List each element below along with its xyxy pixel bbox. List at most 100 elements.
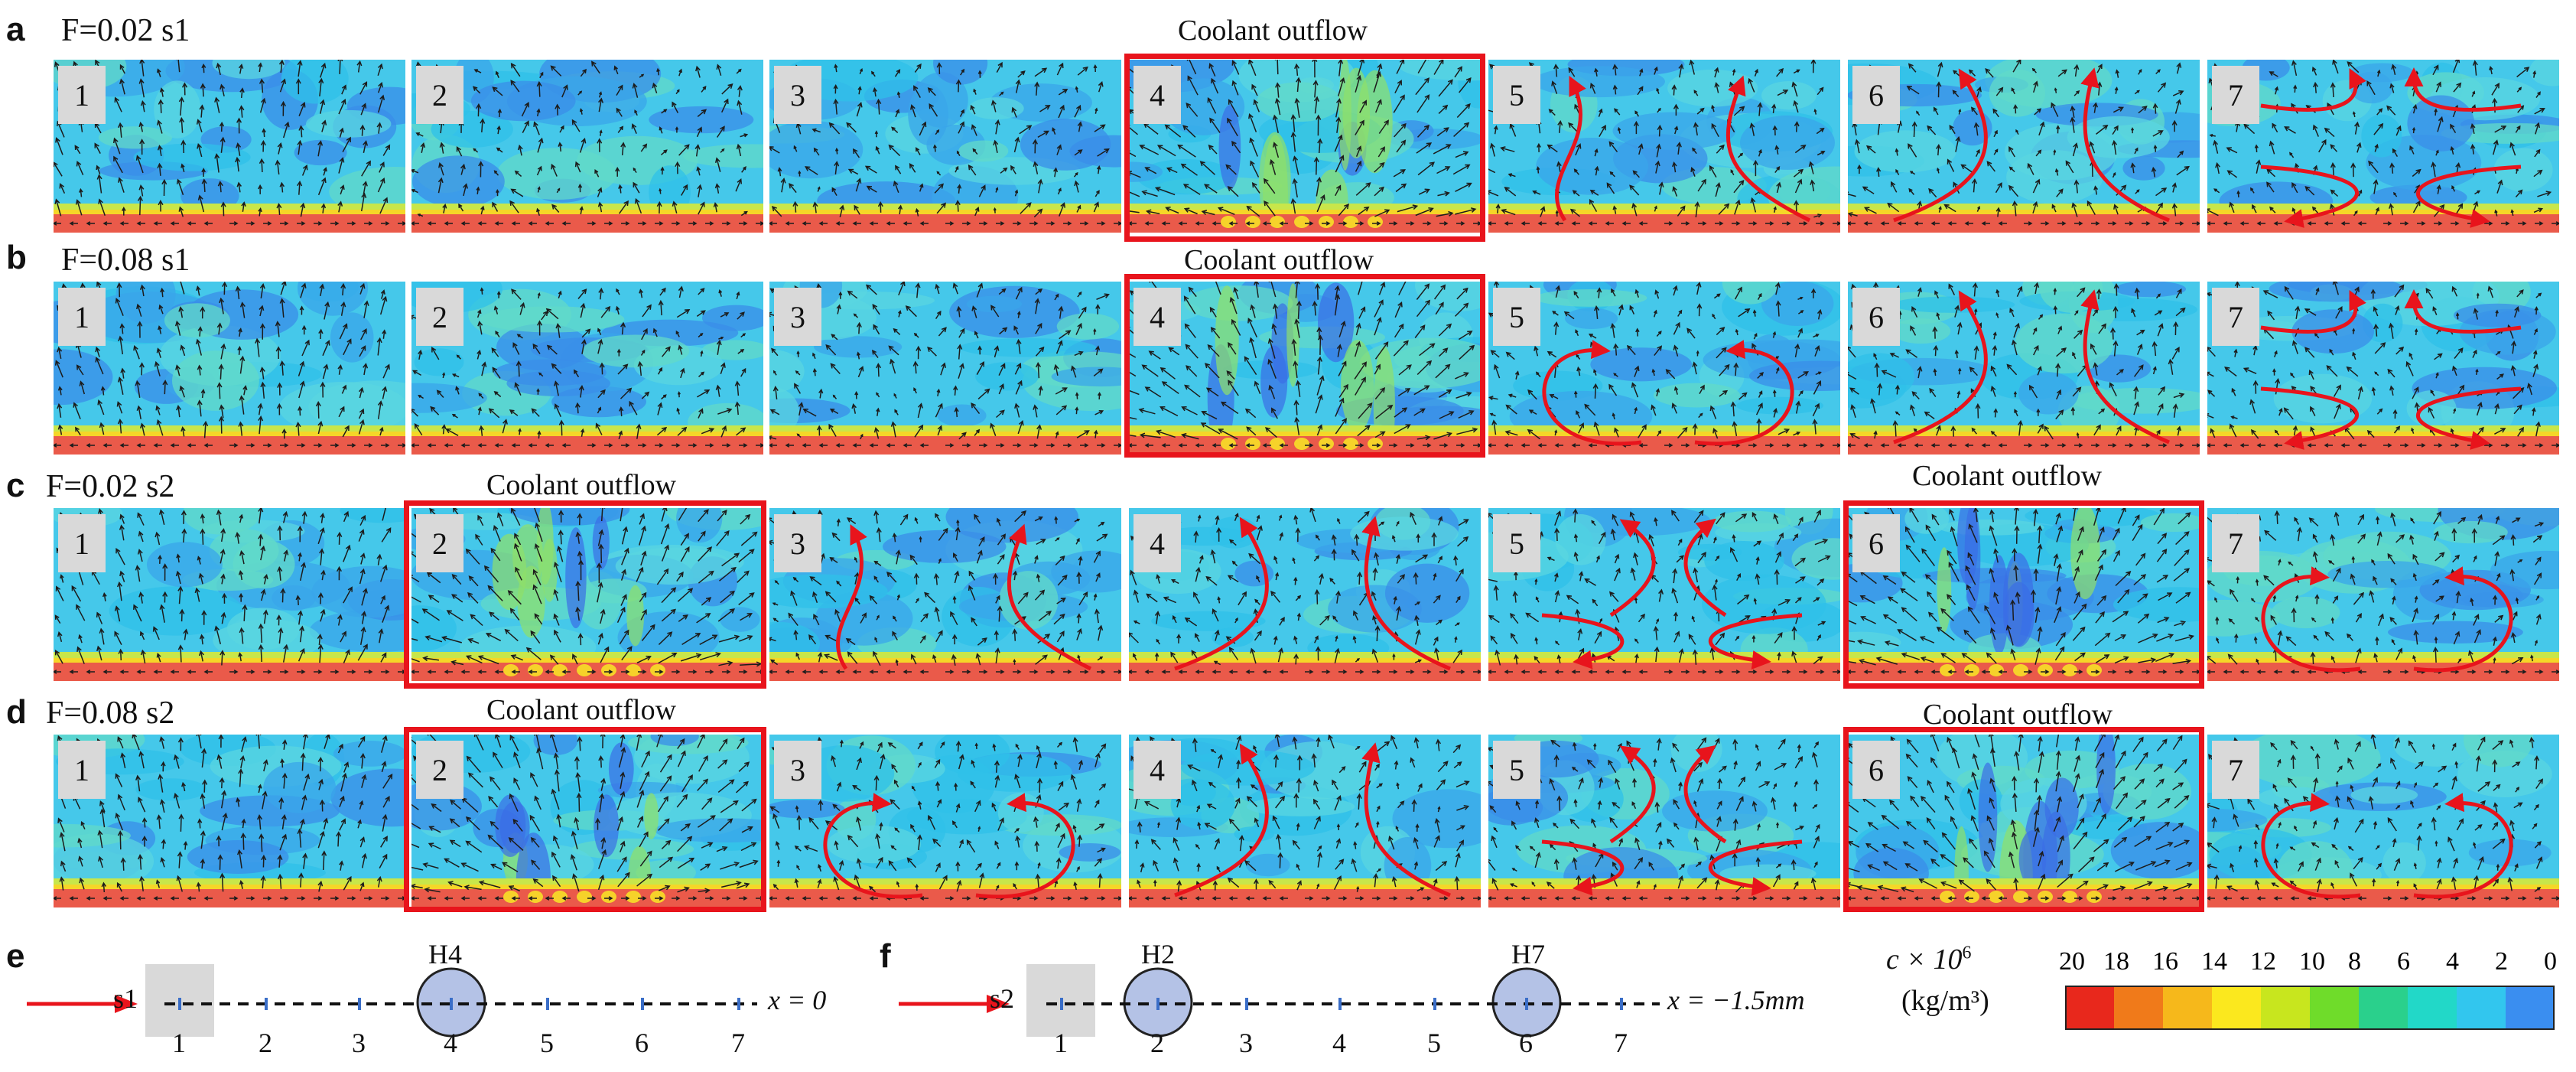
concentration-blob [1667,69,1758,107]
concentration-blob [305,109,392,138]
flow-panel-c6: 6 [1848,508,2200,681]
coolant-jet [1270,216,1285,228]
colorbar-tick-10: 2 [2495,947,2508,976]
concentration-blob [164,303,230,338]
panel-number: 1 [58,741,106,799]
flow-direction-arrow-1 [2260,68,2366,112]
schematic-f-hole-label-h2: H2 [1141,939,1175,969]
concentration-blob [297,282,369,316]
panel-number: 5 [1493,741,1540,799]
concentration-blob [720,607,760,632]
coolant-jet [1343,438,1358,450]
flow-direction-arrow-1 [1555,76,1586,222]
concentration-blob [2070,387,2200,414]
wall-layer-yellow [411,658,763,664]
flow-direction-arrow-2 [1007,523,1092,671]
flow-direction-arrow-1 [2260,290,2366,334]
concentration-blob [212,60,285,80]
concentration-blob [2453,303,2542,327]
concentration-blob [2067,116,2170,158]
panel-number: 6 [1852,741,1900,799]
colorbar-label-line1: c × 10 [1886,943,1963,976]
flow-direction-arrow-4 [2416,386,2522,450]
panel-number: 4 [1134,288,1181,346]
wall-layer-yellow [1129,885,1481,891]
concentration-blob [1612,112,1736,150]
concentration-blob [906,799,1027,835]
concentration-blob [2269,282,2404,302]
flow-panel-c4: 4 [1129,508,1481,681]
concentration-blob [54,833,154,889]
flow-direction-arrow-1 [1542,340,1642,446]
concentration-blob [1129,161,1163,182]
flow-panel-b4: 4 [1129,282,1481,455]
flow-direction-arrow-2 [1694,340,1794,446]
concentration-blob [187,840,289,874]
station-label-5: 5 [540,1028,554,1058]
concentration-blob [294,139,347,166]
colorbar [2065,986,2555,1030]
coolant-outflow-label-a4: Coolant outflow [1178,15,1368,47]
flow-direction-arrow-1 [836,524,867,670]
coolant-jet [2086,664,2102,676]
coolant-jet [1940,664,1955,676]
flow-arrow-head [115,995,138,1013]
flow-direction-arrow-2 [1708,613,1803,670]
concentration-blob [2382,842,2426,884]
coolant-outflow-label-c2: Coolant outflow [486,469,677,501]
coolant-outflow-label-d2: Coolant outflow [486,694,677,726]
concentration-blob [133,143,251,171]
concentration-blob [999,571,1059,630]
concentration-blob [1137,159,1235,195]
flow-direction-arrow-1 [823,793,923,899]
concentration-blob [2271,596,2340,629]
row-letter-c: c [6,467,25,504]
panel-number: 4 [1134,741,1181,799]
flow-panel-c3: 3 [769,508,1121,681]
concentration-blob [2273,373,2373,424]
concentration-blob [2122,155,2165,181]
flow-panel-a2: 2 [411,60,763,233]
wall-layer-yellow [1129,658,1481,664]
colorbar-segment-9 [2457,986,2506,1030]
concentration-blob [1350,516,1459,551]
colorbar-tick-6: 10 [2299,947,2325,976]
flow-panel-d1: 1 [54,735,405,907]
colorbar-tick-4: 14 [2201,947,2227,976]
flow-panel-c1: 1 [54,508,405,681]
concentration-blob [769,349,805,394]
wall-layer-yellow [54,658,405,664]
concentration-blob [480,306,625,333]
concentration-blob [499,801,530,854]
schematic-letter-e: e [6,937,25,975]
coolant-outflow-label-d6: Coolant outflow [1923,699,2113,731]
concentration-blob [2529,60,2559,86]
flow-direction-arrow-1 [1893,290,1988,445]
row-label-a: F=0.02 s1 [61,13,190,48]
panel-number: 3 [774,514,821,572]
row-label-b: F=0.08 s1 [61,243,190,278]
concentration-blob [2463,735,2534,767]
coolant-jet [1270,438,1285,450]
concentration-blob [1739,115,1835,170]
colorbar-tick-7: 8 [2348,947,2361,976]
colorbar-segment-4 [2212,986,2262,1030]
concentration-blob [769,386,800,438]
concentration-blob [1653,383,1741,408]
wall-layer-yellow [769,210,1121,216]
concentration-blob [2407,95,2475,152]
colorbar-segment-3 [2163,986,2213,1030]
concentration-blob [1736,396,1824,415]
concentration-blob [2291,309,2375,354]
concentration-blob [1318,282,1355,363]
panel-number: 2 [416,66,463,124]
wall-layer-yellow [1848,210,2200,216]
concentration-blob [826,825,922,864]
coolant-jet [1221,216,1236,228]
concentration-blob [263,761,337,813]
concentration-blob [2361,114,2402,158]
colorbar-segment-2 [2114,986,2164,1030]
concentration-blob [1662,790,1768,832]
concentration-blob [233,539,295,589]
flow-direction-arrow-1 [1174,743,1269,898]
